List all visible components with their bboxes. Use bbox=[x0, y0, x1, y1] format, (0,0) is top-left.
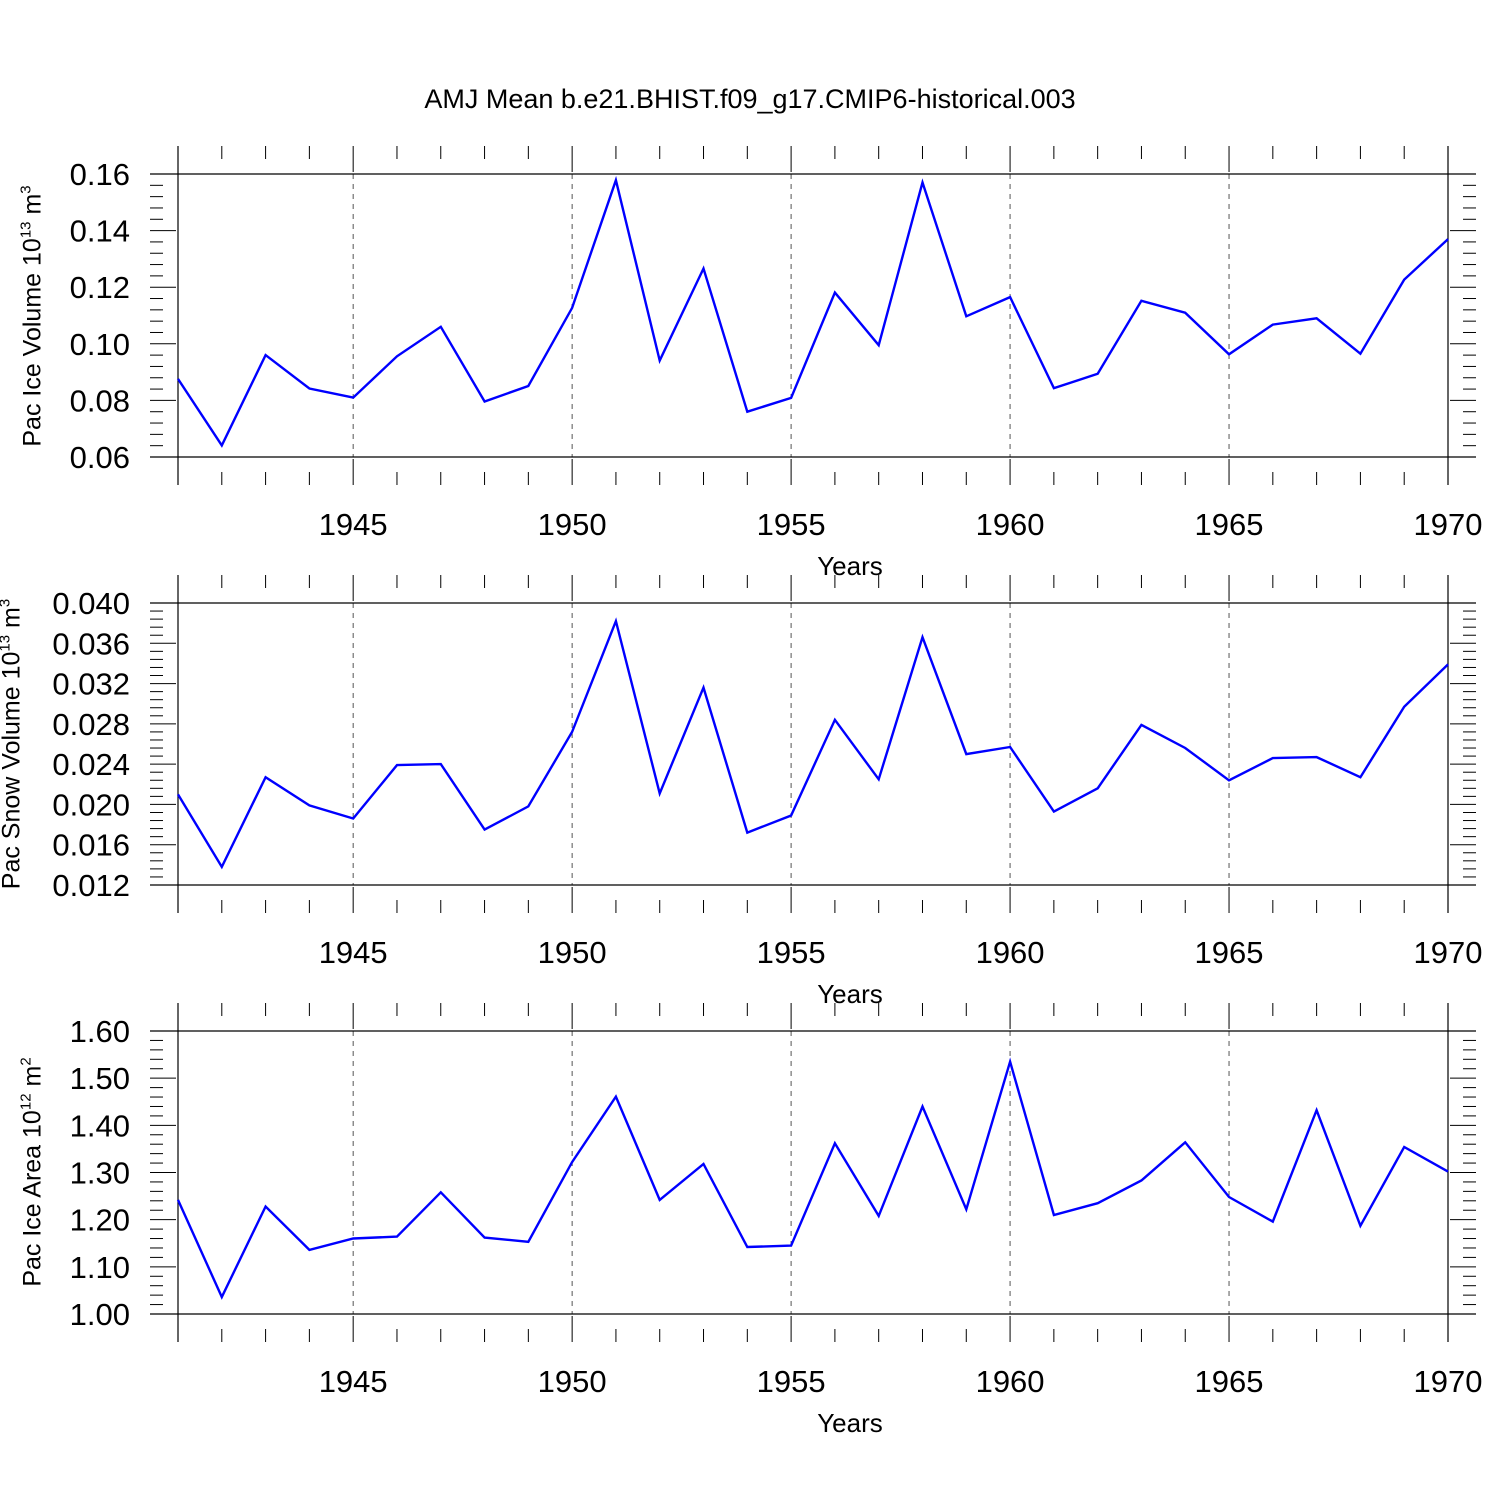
y-tick-label: 0.06 bbox=[70, 440, 130, 475]
y-tick-label: 0.032 bbox=[52, 667, 130, 702]
x-axis-label: Years bbox=[817, 551, 883, 581]
y-tick-label: 1.20 bbox=[70, 1203, 130, 1238]
y-tick-label: 1.30 bbox=[70, 1156, 130, 1191]
figure-title: AMJ Mean b.e21.BHIST.f09_g17.CMIP6-histo… bbox=[424, 84, 1076, 114]
y-tick-label: 0.028 bbox=[52, 707, 130, 742]
panel-snow-volume: 0.012 0.016 0.020 0.024 0.028 0.032 0.036 0.040… bbox=[52, 575, 1482, 1009]
x-tick-label: 1955 bbox=[757, 507, 826, 542]
y-tick-label: 0.08 bbox=[70, 383, 130, 418]
y-tick-label: 1.00 bbox=[70, 1297, 130, 1332]
x-tick-label: 1945 bbox=[319, 507, 388, 542]
y-tick-label: 0.16 bbox=[70, 157, 130, 192]
y-tick-label: 0.10 bbox=[70, 327, 130, 362]
y-tick-label: 0.036 bbox=[52, 626, 130, 661]
series-line bbox=[176, 175, 1449, 448]
y-axis-label-ice-volume: Pac Ice Volume 1013 m3 bbox=[17, 185, 47, 447]
y-tick-label: 0.016 bbox=[52, 828, 130, 863]
x-tick-label: 1945 bbox=[319, 935, 388, 970]
panel-ice-volume: 0.06 0.08 0.10 0.12 0.14 0.16 1945 1950 1955 1960… bbox=[70, 146, 1483, 581]
x-tick-label: 1955 bbox=[757, 1364, 826, 1399]
x-tick-label: 1960 bbox=[976, 935, 1045, 970]
x-tick-label: 1965 bbox=[1195, 1364, 1264, 1399]
y-tick-label: 0.14 bbox=[70, 214, 130, 249]
x-tick-label: 1950 bbox=[538, 1364, 607, 1399]
y-tick-label: 1.40 bbox=[70, 1108, 130, 1143]
x-tick-label: 1950 bbox=[538, 935, 607, 970]
y-tick-label: 0.12 bbox=[70, 270, 130, 305]
y-tick-label: 0.024 bbox=[52, 747, 130, 782]
y-axis-label-snow-volume: Pac Snow Volume 1013 m3 bbox=[0, 599, 26, 890]
y-tick-label: 1.50 bbox=[70, 1061, 130, 1096]
x-tick-label: 1955 bbox=[757, 935, 826, 970]
x-tick-label: 1945 bbox=[319, 1364, 388, 1399]
x-tick-label: 1950 bbox=[538, 507, 607, 542]
series-line bbox=[176, 1057, 1449, 1300]
x-tick-label: 1960 bbox=[976, 507, 1045, 542]
x-tick-label: 1960 bbox=[976, 1364, 1045, 1399]
y-tick-label: 1.10 bbox=[70, 1250, 130, 1285]
y-tick-label: 0.020 bbox=[52, 787, 130, 822]
panel-ice-area: 1.00 1.10 1.20 1.30 1.40 1.50 1.60 1945 1950 1955… bbox=[70, 1003, 1483, 1438]
x-tick-label: 1970 bbox=[1414, 507, 1483, 542]
y-tick-label: 1.60 bbox=[70, 1014, 130, 1049]
x-tick-label: 1970 bbox=[1414, 1364, 1483, 1399]
y-tick-label: 0.012 bbox=[52, 868, 130, 903]
series-line bbox=[176, 617, 1449, 870]
y-tick-label: 0.040 bbox=[52, 586, 130, 621]
x-tick-label: 1970 bbox=[1414, 935, 1483, 970]
y-axis-label-ice-area: Pac Ice Area 1012 m2 bbox=[17, 1057, 47, 1287]
x-tick-label: 1965 bbox=[1195, 935, 1264, 970]
x-axis-label: Years bbox=[817, 1408, 883, 1438]
x-tick-label: 1965 bbox=[1195, 507, 1264, 542]
x-axis-label: Years bbox=[817, 979, 883, 1009]
